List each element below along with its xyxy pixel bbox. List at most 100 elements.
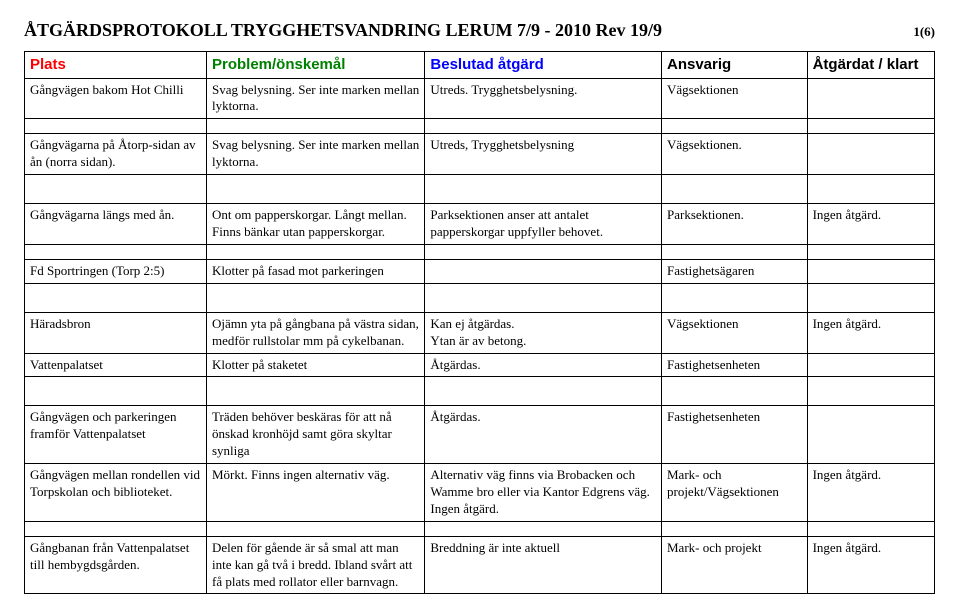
table-cell <box>807 134 934 175</box>
spacer-cell <box>25 377 207 392</box>
table-row: Gångbanan från Vattenpalatset till hemby… <box>25 536 935 594</box>
spacer-cell <box>25 391 207 406</box>
spacer-cell <box>207 189 425 204</box>
table-row: Gångvägen mellan rondellen vid Torpskola… <box>25 464 935 522</box>
spacer-cell <box>425 283 662 298</box>
table-cell: Ingen åtgärd. <box>807 312 934 353</box>
spacer-cell <box>207 298 425 313</box>
table-spacer-row <box>25 377 935 392</box>
table-cell: Ingen åtgärd. <box>807 464 934 522</box>
spacer-cell <box>25 244 207 259</box>
spacer-cell <box>207 391 425 406</box>
table-cell: Gångvägarna på Åtorp-sidan av ån (norra … <box>25 134 207 175</box>
table-header-row: Plats Problem/önskemål Beslutad åtgärd A… <box>25 52 935 79</box>
spacer-cell <box>807 189 934 204</box>
spacer-cell <box>661 298 807 313</box>
table-cell <box>807 78 934 119</box>
spacer-cell <box>25 189 207 204</box>
col-header-atgard: Beslutad åtgärd <box>425 52 662 79</box>
table-spacer-row <box>25 283 935 298</box>
spacer-cell <box>807 175 934 190</box>
col-header-plats: Plats <box>25 52 207 79</box>
spacer-cell <box>661 283 807 298</box>
spacer-cell <box>661 391 807 406</box>
spacer-cell <box>425 521 662 536</box>
table-cell: Åtgärdas. <box>425 353 662 377</box>
table-spacer-row <box>25 189 935 204</box>
page-number: 1(6) <box>913 24 935 40</box>
table-cell: Svag belysning. Ser inte marken mellan l… <box>207 78 425 119</box>
spacer-cell <box>425 298 662 313</box>
table-cell <box>807 406 934 464</box>
spacer-cell <box>425 175 662 190</box>
table-cell: Mark- och projekt/Vägsektionen <box>661 464 807 522</box>
spacer-cell <box>807 244 934 259</box>
table-cell: Mörkt. Finns ingen alternativ väg. <box>207 464 425 522</box>
spacer-cell <box>661 244 807 259</box>
table-row: Fd Sportringen (Torp 2:5)Klotter på fasa… <box>25 259 935 283</box>
table-cell: Delen för gående är så smal att man inte… <box>207 536 425 594</box>
table-row: VattenpalatsetKlotter på staketetÅtgärda… <box>25 353 935 377</box>
table-cell <box>425 259 662 283</box>
table-cell: Klotter på fasad mot parkeringen <box>207 259 425 283</box>
table-cell: Gångvägen och parkeringen framför Vatten… <box>25 406 207 464</box>
spacer-cell <box>25 175 207 190</box>
table-cell: Vägsektionen <box>661 78 807 119</box>
table-cell: Träden behöver beskäras för att nå önska… <box>207 406 425 464</box>
table-cell: Häradsbron <box>25 312 207 353</box>
table-cell: Gångvägen mellan rondellen vid Torpskola… <box>25 464 207 522</box>
table-cell: Gångbanan från Vattenpalatset till hemby… <box>25 536 207 594</box>
table-cell: Fastighetsenheten <box>661 353 807 377</box>
table-spacer-row <box>25 521 935 536</box>
spacer-cell <box>807 377 934 392</box>
table-row: Gångvägen bakom Hot ChilliSvag belysning… <box>25 78 935 119</box>
table-cell: Ont om papperskorgar. Långt mellan. Finn… <box>207 204 425 245</box>
spacer-cell <box>207 377 425 392</box>
col-header-ansvar: Ansvarig <box>661 52 807 79</box>
table-spacer-row <box>25 391 935 406</box>
spacer-cell <box>661 175 807 190</box>
spacer-cell <box>207 175 425 190</box>
spacer-cell <box>425 119 662 134</box>
table-cell: Utreds. Trygghetsbelysning. <box>425 78 662 119</box>
table-cell: Breddning är inte aktuell <box>425 536 662 594</box>
table-cell <box>807 353 934 377</box>
spacer-cell <box>425 244 662 259</box>
spacer-cell <box>807 391 934 406</box>
table-cell: Ojämn yta på gångbana på västra sidan, m… <box>207 312 425 353</box>
col-header-klart: Åtgärdat / klart <box>807 52 934 79</box>
table-row: HäradsbronOjämn yta på gångbana på västr… <box>25 312 935 353</box>
table-cell: Svag belysning. Ser inte marken mellan l… <box>207 134 425 175</box>
table-cell <box>807 259 934 283</box>
spacer-cell <box>661 119 807 134</box>
table-cell: Fastighetsägaren <box>661 259 807 283</box>
table-cell: Parksektionen anser att antalet pappersk… <box>425 204 662 245</box>
table-cell: Gångvägen bakom Hot Chilli <box>25 78 207 119</box>
spacer-cell <box>207 521 425 536</box>
table-cell: Alternativ väg finns via Brobacken och W… <box>425 464 662 522</box>
table-cell: Vattenpalatset <box>25 353 207 377</box>
spacer-cell <box>661 377 807 392</box>
table-cell: Vägsektionen <box>661 312 807 353</box>
spacer-cell <box>425 377 662 392</box>
spacer-cell <box>207 244 425 259</box>
spacer-cell <box>807 119 934 134</box>
table-cell: Fastighetsenheten <box>661 406 807 464</box>
table-cell: Parksektionen. <box>661 204 807 245</box>
spacer-cell <box>661 521 807 536</box>
table-row: Gångvägarna längs med ån.Ont om pappersk… <box>25 204 935 245</box>
table-cell: Klotter på staketet <box>207 353 425 377</box>
table-cell: Kan ej åtgärdas.Ytan är av betong. <box>425 312 662 353</box>
spacer-cell <box>25 521 207 536</box>
spacer-cell <box>25 119 207 134</box>
table-cell: Åtgärdas. <box>425 406 662 464</box>
spacer-cell <box>425 391 662 406</box>
table-row: Gångvägarna på Åtorp-sidan av ån (norra … <box>25 134 935 175</box>
table-cell: Ingen åtgärd. <box>807 536 934 594</box>
col-header-problem: Problem/önskemål <box>207 52 425 79</box>
table-cell: Ingen åtgärd. <box>807 204 934 245</box>
protocol-table: Plats Problem/önskemål Beslutad åtgärd A… <box>24 51 935 594</box>
table-spacer-row <box>25 298 935 313</box>
spacer-cell <box>25 298 207 313</box>
table-row: Gångvägen och parkeringen framför Vatten… <box>25 406 935 464</box>
